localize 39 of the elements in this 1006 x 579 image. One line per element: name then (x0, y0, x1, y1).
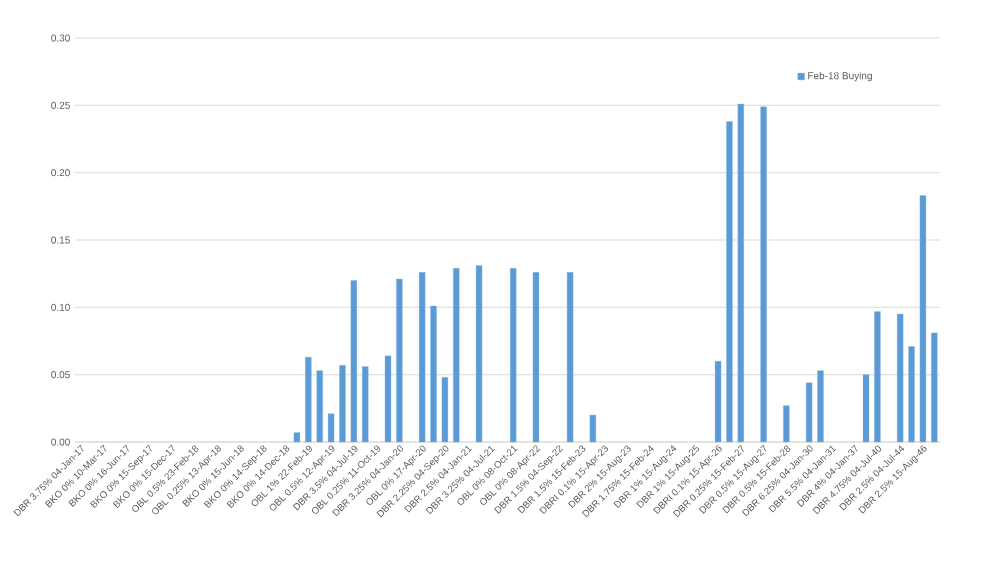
bar (293, 432, 301, 443)
bar (453, 268, 460, 443)
bar (430, 305, 437, 443)
bar (384, 355, 392, 443)
bar (919, 195, 927, 443)
bar (339, 365, 346, 443)
bar (532, 272, 540, 443)
bar (441, 377, 449, 443)
bar (589, 414, 597, 443)
bar (726, 121, 733, 443)
bar (566, 272, 574, 443)
bar (305, 356, 312, 443)
legend-label: Feb-18 Buying (808, 71, 872, 82)
bar (805, 382, 813, 443)
y-tick-label: 0.25 (51, 101, 70, 109)
bar (418, 272, 426, 443)
bar (760, 106, 767, 443)
bar (737, 103, 745, 443)
bar (327, 413, 335, 443)
y-tick-label: 0.15 (51, 236, 70, 244)
bar (362, 366, 369, 443)
bar (783, 405, 790, 443)
bar (896, 313, 904, 443)
bar (817, 370, 824, 443)
y-tick-label: 0.20 (51, 169, 70, 177)
bar (862, 374, 870, 443)
y-tick-label: 0.30 (51, 34, 70, 42)
y-tick-label: 0.05 (51, 371, 70, 379)
bar (509, 268, 517, 443)
y-tick-label: 0.10 (51, 303, 70, 311)
bar (350, 280, 358, 443)
bar (475, 265, 483, 443)
bar (931, 332, 938, 443)
bar (908, 346, 915, 443)
bar (874, 311, 881, 443)
y-tick-label: 0.00 (51, 438, 70, 446)
bar (396, 278, 403, 443)
bar (316, 370, 323, 443)
bar (714, 361, 722, 443)
